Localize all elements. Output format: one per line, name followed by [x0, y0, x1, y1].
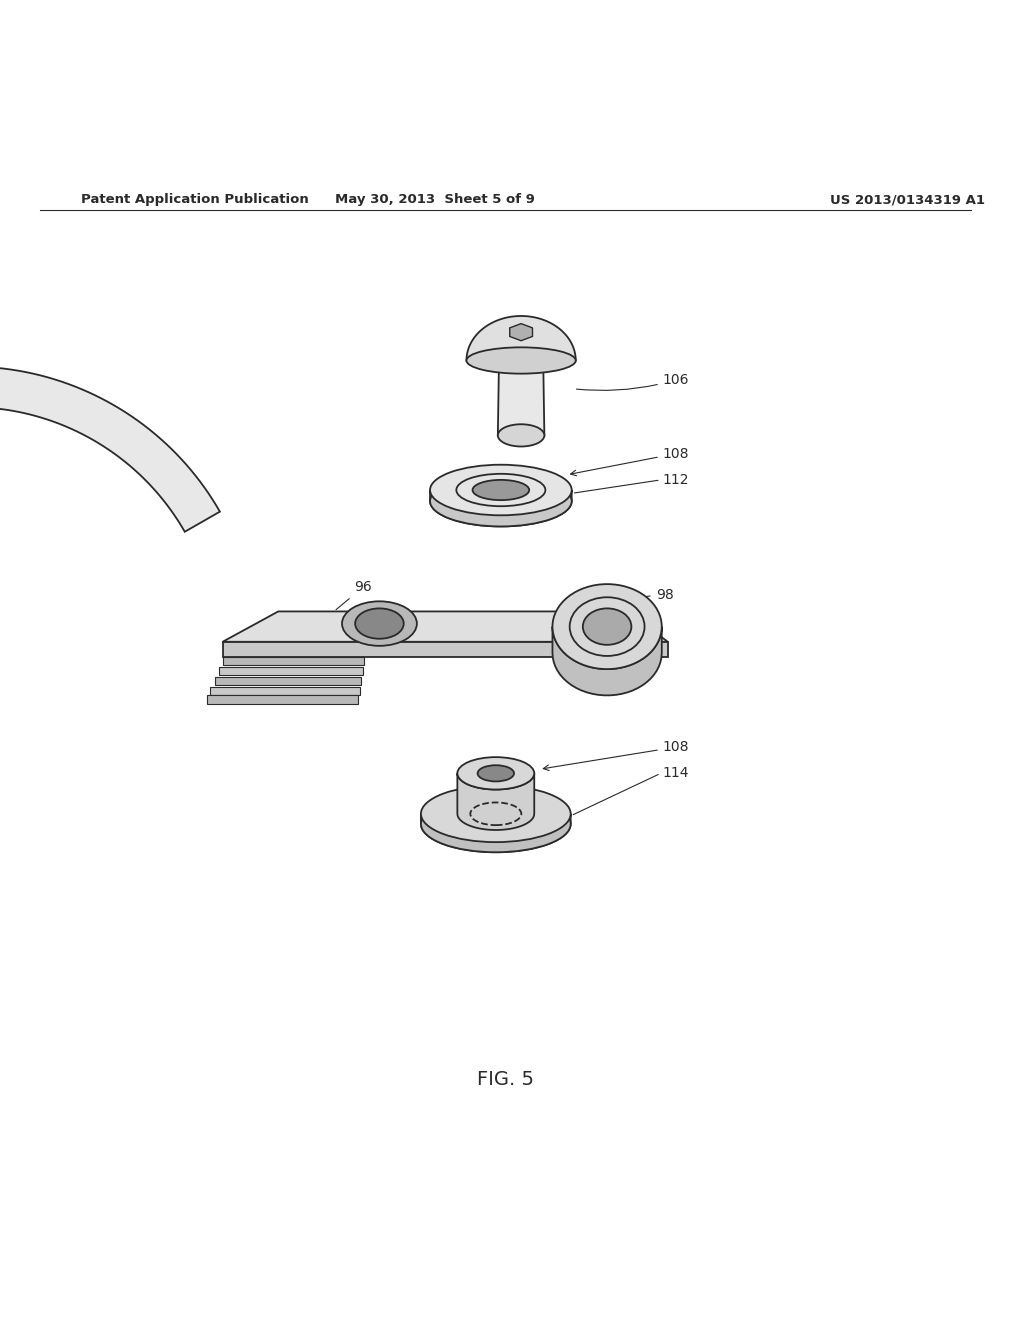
Ellipse shape: [355, 609, 403, 639]
Text: FIG. 5: FIG. 5: [477, 1071, 535, 1089]
Polygon shape: [218, 667, 362, 675]
Polygon shape: [222, 657, 365, 665]
Text: 108: 108: [570, 446, 689, 475]
Polygon shape: [467, 315, 575, 360]
Polygon shape: [430, 490, 571, 527]
Text: May 30, 2013  Sheet 5 of 9: May 30, 2013 Sheet 5 of 9: [335, 193, 535, 206]
Ellipse shape: [458, 758, 535, 789]
Ellipse shape: [421, 785, 570, 842]
Ellipse shape: [342, 602, 417, 645]
Polygon shape: [222, 642, 668, 657]
Ellipse shape: [583, 609, 632, 645]
Ellipse shape: [421, 796, 570, 853]
Polygon shape: [498, 360, 545, 436]
Text: Patent Application Publication: Patent Application Publication: [81, 193, 308, 206]
Polygon shape: [0, 367, 220, 532]
Text: 106: 106: [577, 372, 689, 391]
Ellipse shape: [498, 424, 545, 446]
Text: 108: 108: [544, 741, 689, 771]
Polygon shape: [510, 323, 532, 341]
Text: 98: 98: [620, 589, 674, 603]
Ellipse shape: [472, 480, 529, 500]
Polygon shape: [222, 611, 668, 642]
Polygon shape: [207, 696, 358, 704]
Polygon shape: [214, 677, 361, 685]
Polygon shape: [458, 774, 535, 830]
Polygon shape: [421, 814, 570, 853]
Text: US 2013/0134319 A1: US 2013/0134319 A1: [829, 193, 985, 206]
Ellipse shape: [477, 766, 514, 781]
Ellipse shape: [430, 465, 571, 515]
Text: 114: 114: [663, 767, 689, 780]
Polygon shape: [553, 627, 662, 696]
Ellipse shape: [430, 475, 571, 527]
Text: 96: 96: [336, 581, 372, 610]
Text: 112: 112: [663, 473, 689, 487]
Polygon shape: [211, 688, 359, 696]
Ellipse shape: [553, 585, 662, 669]
Ellipse shape: [467, 347, 575, 374]
